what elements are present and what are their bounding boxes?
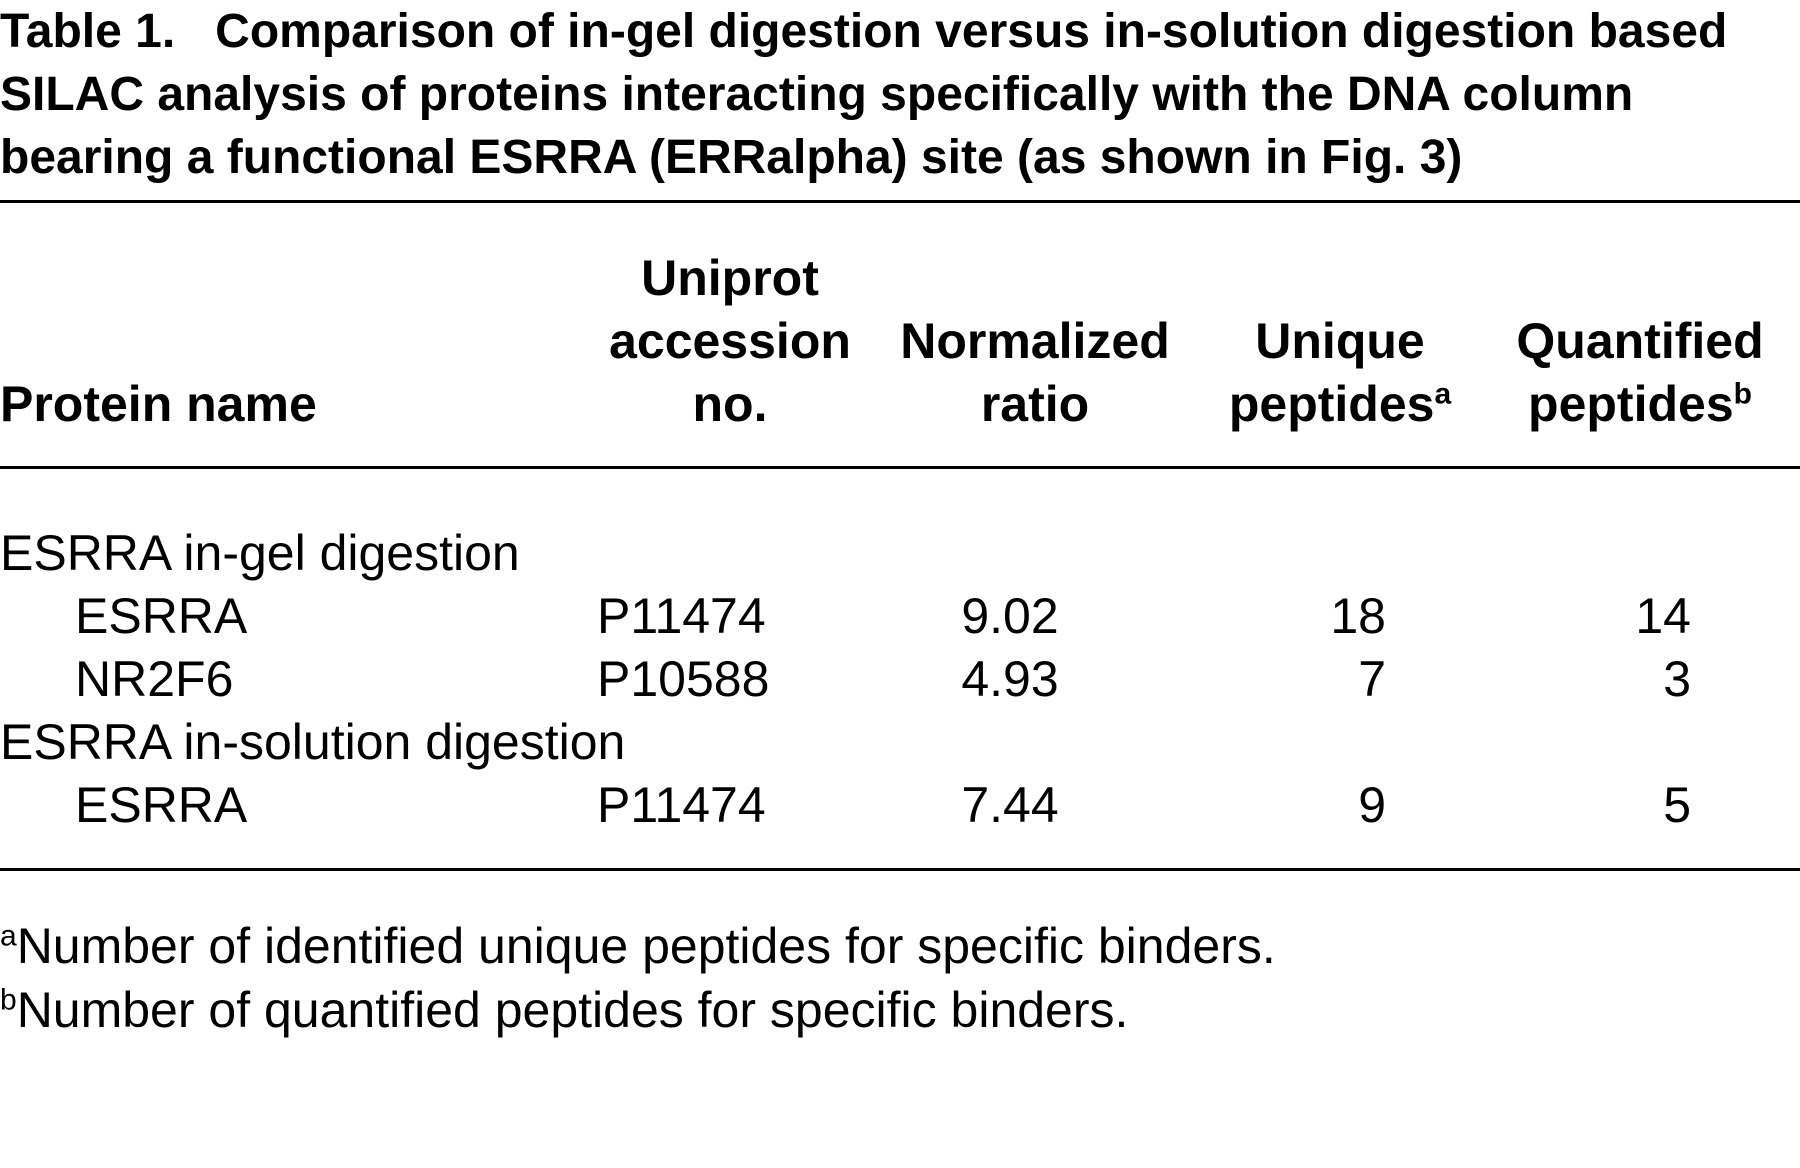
column-header: Normalized ratio: [870, 202, 1200, 468]
footnote: bNumber of quantified peptides for speci…: [0, 978, 1800, 1042]
column-header: Protein name: [0, 202, 590, 468]
table-cell: 18: [1330, 588, 1386, 644]
group-row: ESRRA in-solution digestion: [0, 711, 1800, 774]
table-cell: 3: [1663, 651, 1691, 707]
table-caption: Comparison of in-gel digestion versus in…: [0, 5, 1728, 184]
footnote-text: Number of identified unique peptides for…: [16, 918, 1276, 974]
table-cell: 9: [1358, 777, 1386, 833]
column-header: Quantified peptidesb: [1480, 202, 1800, 468]
footnote-mark: b: [1733, 377, 1752, 411]
group-cell: ESRRA in-gel digestion: [0, 468, 1800, 586]
column-header-text: Protein name: [0, 376, 317, 432]
column-header: Uniprot accession no.: [590, 202, 870, 468]
table-cell: 7: [1358, 651, 1386, 707]
footnote-text: Number of quantified peptides for specif…: [16, 982, 1129, 1038]
data-row: ESRRA P11474 7.44 9 5: [0, 774, 1800, 870]
footnote-mark: a: [1434, 377, 1452, 411]
group-name: ESRRA in-solution digestion: [0, 714, 626, 770]
column-header-text: Quantified peptides: [1516, 313, 1764, 432]
table-cell: P11474: [597, 588, 766, 644]
data-row: NR2F6 P10588 4.93 7 3: [0, 648, 1800, 711]
footnote: aNumber of identified unique peptides fo…: [0, 914, 1800, 978]
table-cell: 5: [1663, 777, 1691, 833]
footnote-mark: b: [0, 983, 17, 1017]
footnotes: aNumber of identified unique peptides fo…: [0, 914, 1800, 1042]
group-row: ESRRA in-gel digestion: [0, 468, 1800, 586]
footnote-mark: a: [0, 919, 17, 953]
column-header-text: Unique peptides: [1228, 313, 1435, 432]
table-head: Protein name Uniprot accession no. Normali…: [0, 201, 1800, 468]
header-row: Protein name Uniprot accession no. Normali…: [0, 201, 1800, 468]
table-cell: ESRRA: [75, 777, 248, 833]
column-header-text: Normalized ratio: [900, 313, 1170, 432]
table-title: Table 1. Comparison of in-gel digestion v…: [0, 0, 1760, 189]
table-body: ESRRA in-gel digestion ESRRA P11474 9.02 18 1…: [0, 468, 1800, 870]
table-cell: P11474: [597, 777, 766, 833]
table-cell: 9.02: [961, 588, 1059, 644]
table-label: Table 1.: [0, 5, 176, 58]
column-header: Unique peptidesa: [1200, 202, 1480, 468]
table-cell: NR2F6: [75, 651, 234, 707]
group-cell: ESRRA in-solution digestion: [0, 711, 1800, 774]
table-cell: 4.93: [961, 651, 1059, 707]
table-cell: P10588: [597, 651, 770, 707]
table-cell: ESRRA: [75, 588, 248, 644]
table-cell: 7.44: [961, 777, 1059, 833]
column-header-text: Uniprot accession no.: [609, 250, 851, 432]
table-cell: 14: [1635, 588, 1691, 644]
data-table: Protein name Uniprot accession no. Normali…: [0, 200, 1800, 871]
group-name: ESRRA in-gel digestion: [0, 525, 520, 581]
data-row: ESRRA P11474 9.02 18 14: [0, 585, 1800, 648]
